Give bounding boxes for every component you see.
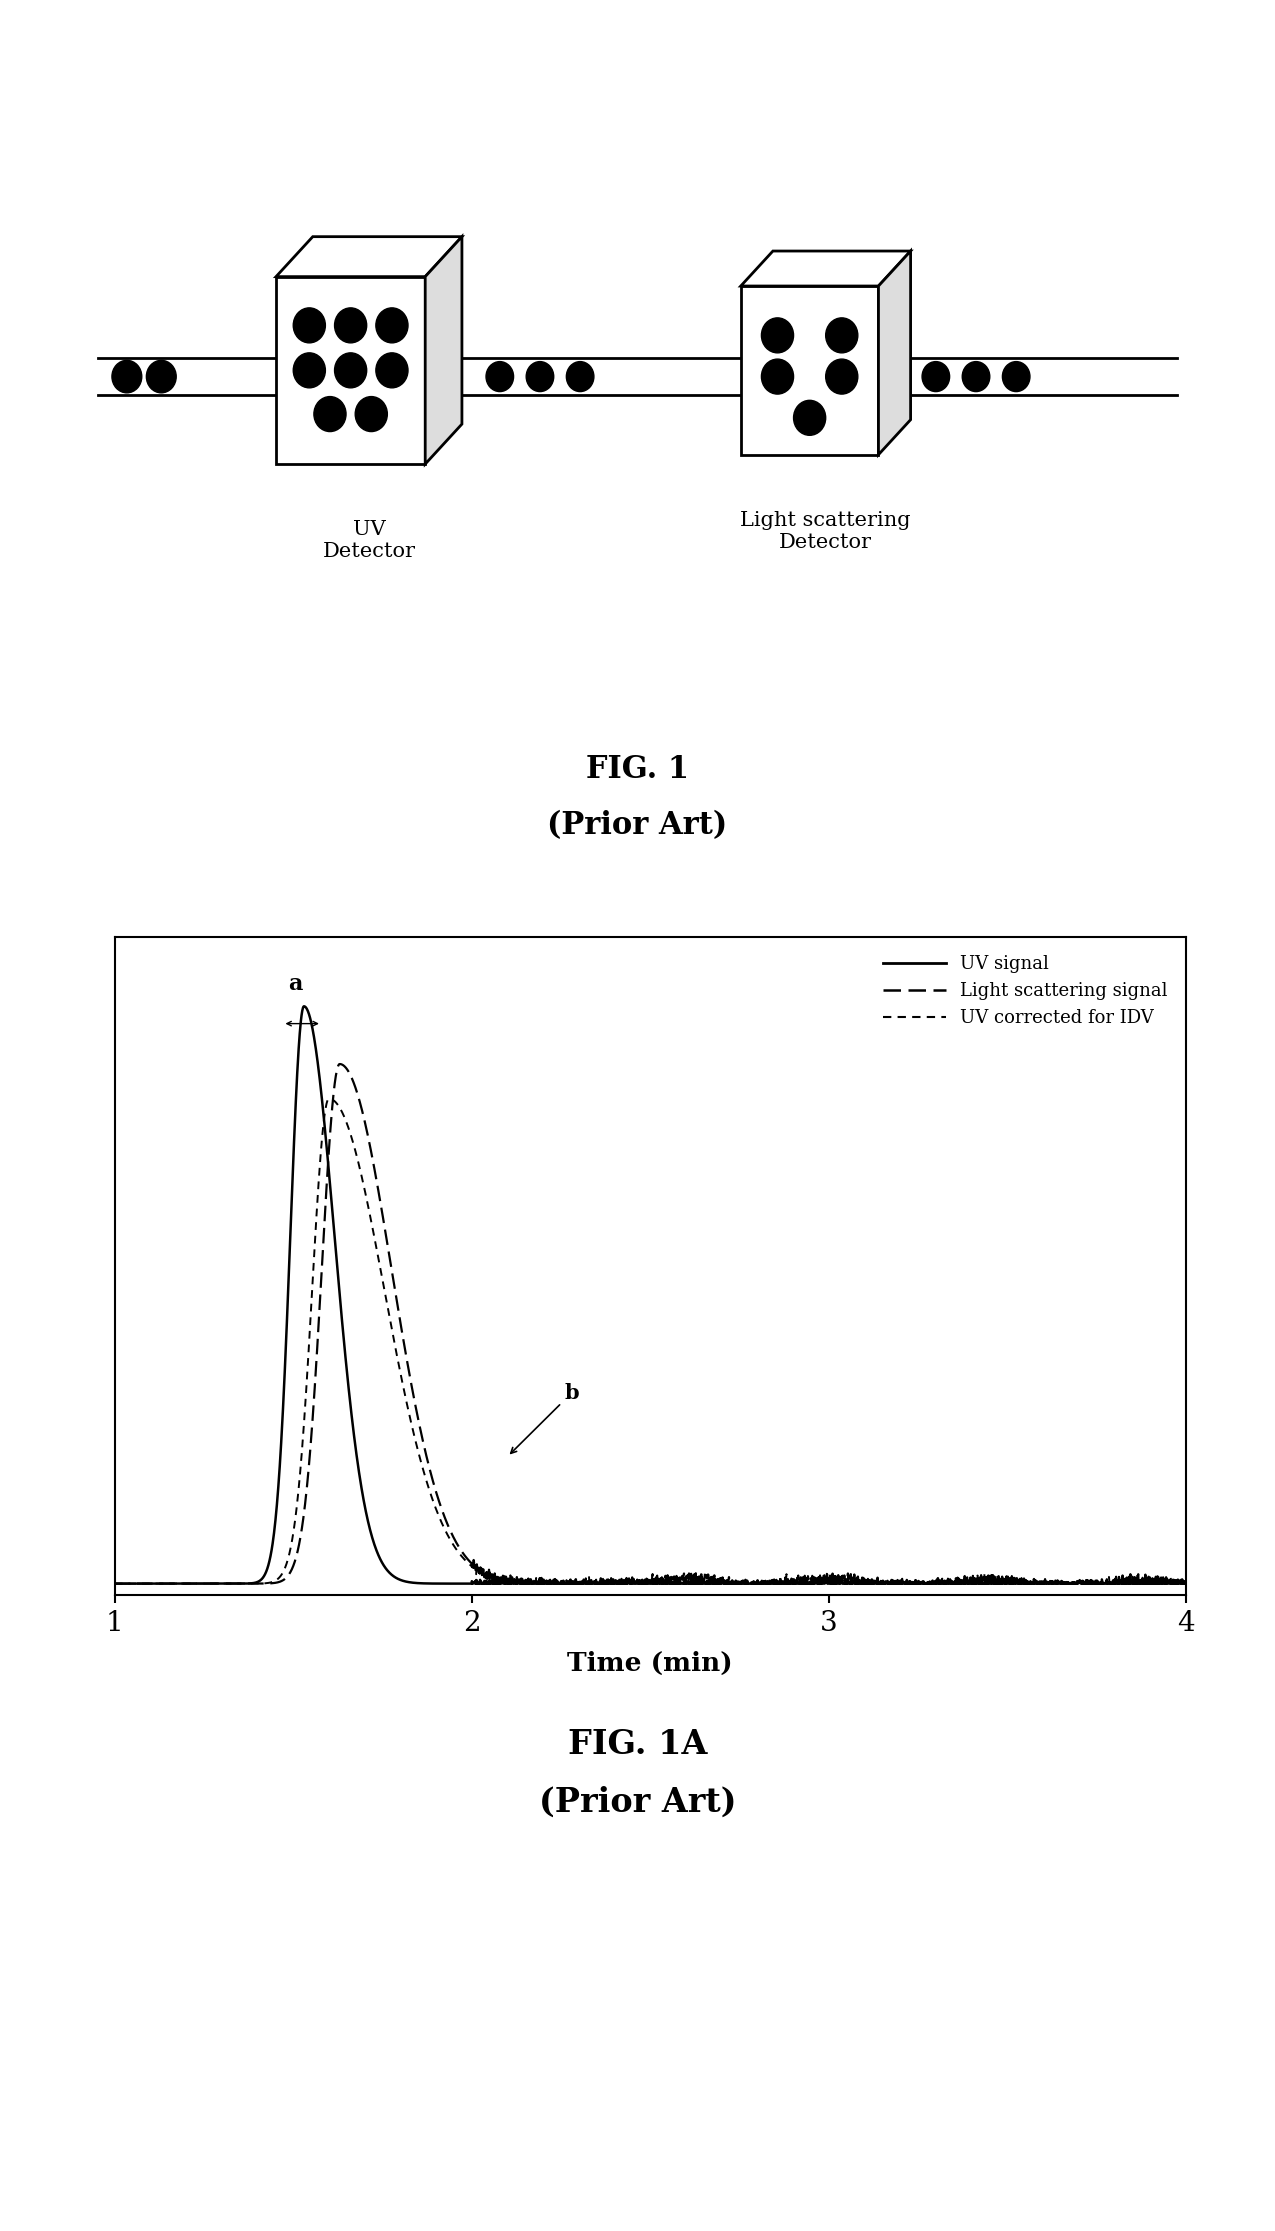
Circle shape (334, 352, 367, 388)
Circle shape (566, 361, 594, 393)
Circle shape (293, 352, 325, 388)
Circle shape (147, 361, 176, 393)
Circle shape (761, 359, 793, 395)
Text: b: b (511, 1383, 579, 1452)
Circle shape (334, 308, 367, 344)
Text: (Prior Art): (Prior Art) (539, 1787, 736, 1818)
Circle shape (826, 317, 858, 352)
Polygon shape (741, 252, 910, 286)
Circle shape (486, 361, 514, 393)
Circle shape (376, 352, 408, 388)
Text: UV
Detector: UV Detector (323, 520, 416, 562)
Text: FIG. 1A: FIG. 1A (567, 1729, 708, 1760)
Text: (Prior Art): (Prior Art) (547, 810, 728, 841)
Circle shape (293, 308, 325, 344)
Polygon shape (275, 236, 462, 277)
Polygon shape (878, 252, 910, 455)
Circle shape (793, 399, 826, 435)
Circle shape (826, 359, 858, 395)
X-axis label: Time (min): Time (min) (567, 1651, 733, 1675)
Circle shape (527, 361, 553, 393)
Circle shape (922, 361, 950, 393)
Text: Light scattering
Detector: Light scattering Detector (741, 511, 910, 551)
Circle shape (112, 361, 142, 393)
Circle shape (356, 397, 388, 431)
Text: FIG. 1: FIG. 1 (586, 754, 688, 785)
Circle shape (314, 397, 346, 431)
Circle shape (376, 308, 408, 344)
Text: a: a (288, 973, 302, 995)
Polygon shape (275, 277, 425, 464)
Polygon shape (741, 286, 878, 455)
Polygon shape (425, 236, 462, 464)
Circle shape (761, 317, 793, 352)
Circle shape (1002, 361, 1030, 393)
Legend: UV signal, Light scattering signal, UV corrected for IDV: UV signal, Light scattering signal, UV c… (873, 946, 1177, 1035)
Circle shape (963, 361, 989, 393)
